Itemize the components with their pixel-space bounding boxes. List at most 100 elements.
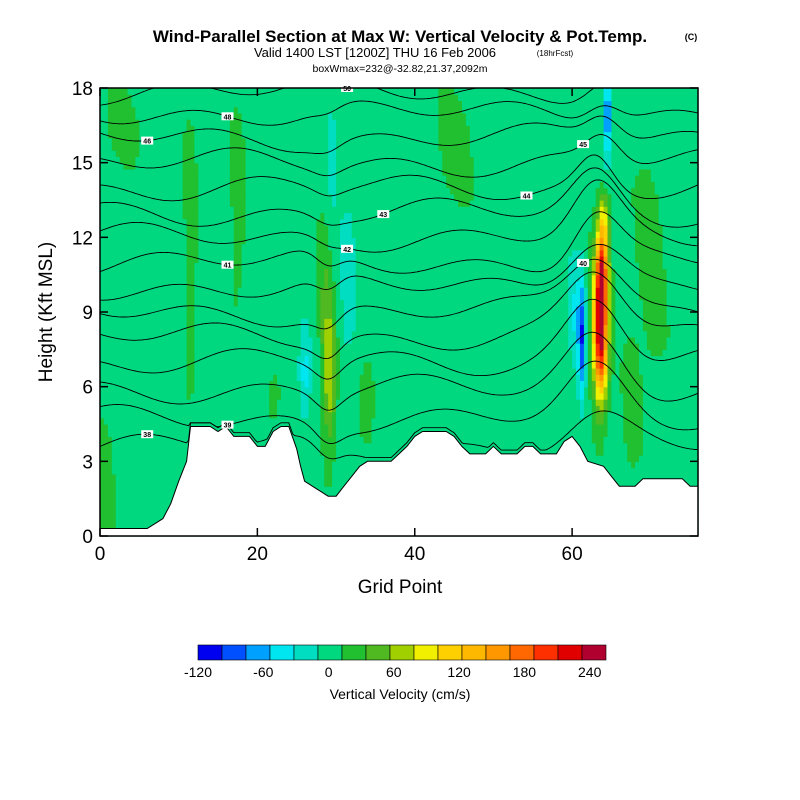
velocity-cell [127, 380, 133, 388]
velocity-cell [257, 405, 262, 413]
velocity-cell [182, 455, 188, 462]
velocity-cell [143, 448, 148, 456]
velocity-cell [206, 355, 211, 363]
velocity-cell [155, 330, 160, 338]
velocity-cell [328, 361, 333, 369]
velocity-cell [320, 392, 325, 400]
velocity-cell [552, 361, 557, 369]
velocity-cell [438, 411, 443, 419]
velocity-cell [686, 411, 691, 419]
velocity-cell [107, 455, 113, 462]
velocity-cell [139, 473, 144, 481]
velocity-cell [422, 386, 428, 394]
velocity-cell [662, 473, 668, 481]
velocity-cell [324, 473, 329, 481]
velocity-cell [556, 380, 561, 388]
velocity-cell [383, 417, 388, 425]
velocity-cell [650, 386, 656, 394]
velocity-cell [304, 417, 310, 425]
velocity-cell [548, 349, 554, 357]
velocity-cell [576, 436, 581, 444]
velocity-cell [245, 349, 251, 357]
velocity-cell [642, 442, 648, 450]
velocity-cell [572, 392, 577, 400]
velocity-cell [501, 386, 506, 394]
velocity-cell [446, 417, 451, 425]
velocity-cell [178, 436, 184, 444]
velocity-cell [517, 405, 522, 413]
velocity-cell [658, 399, 664, 406]
velocity-cell [572, 349, 577, 357]
velocity-cell [277, 374, 282, 382]
velocity-cell [670, 405, 675, 413]
velocity-cell [296, 355, 302, 363]
velocity-cell [296, 330, 302, 338]
velocity-cell [355, 411, 361, 419]
velocity-cell [454, 374, 459, 382]
velocity-cell [300, 399, 306, 406]
velocity-cell [379, 386, 384, 394]
velocity-cell [461, 436, 467, 444]
velocity-cell [166, 374, 172, 382]
velocity-cell [351, 374, 357, 382]
velocity-cell [143, 349, 148, 357]
velocity-cell [505, 343, 510, 350]
velocity-cell [186, 380, 192, 388]
velocity-cell [646, 343, 652, 350]
velocity-cell [635, 343, 640, 350]
velocity-cell [151, 436, 156, 444]
velocity-cell [198, 392, 203, 400]
velocity-cell [245, 330, 251, 338]
velocity-cell [638, 368, 644, 375]
velocity-cell [241, 336, 247, 344]
velocity-cell [280, 336, 286, 344]
velocity-cell [308, 355, 314, 363]
velocity-cell [225, 405, 231, 413]
velocity-cell [296, 343, 302, 350]
velocity-cell [587, 399, 593, 406]
velocity-cell [162, 361, 168, 369]
velocity-cell [631, 467, 636, 475]
velocity-cell [178, 411, 184, 419]
velocity-cell [402, 424, 408, 431]
velocity-cell [206, 374, 211, 382]
velocity-cell [265, 436, 270, 444]
velocity-cell [328, 486, 333, 494]
velocity-cell [170, 480, 176, 487]
velocity-cell [111, 417, 117, 425]
velocity-cell [162, 504, 168, 512]
velocity-cell [694, 467, 699, 475]
velocity-cell [304, 461, 310, 469]
velocity-cell [607, 355, 613, 363]
velocity-cell [143, 511, 148, 518]
velocity-cell [603, 355, 609, 363]
velocity-cell [292, 399, 298, 406]
velocity-cell [320, 399, 325, 406]
velocity-cell [107, 461, 113, 469]
velocity-cell [178, 368, 184, 375]
velocity-cell [603, 343, 609, 350]
velocity-cell [493, 349, 498, 357]
velocity-cell [631, 480, 636, 487]
velocity-cell [359, 380, 365, 388]
velocity-cell [442, 349, 447, 357]
velocity-cell [540, 430, 546, 438]
velocity-cell [576, 405, 581, 413]
velocity-cell [446, 405, 451, 413]
velocity-cell [221, 330, 227, 338]
velocity-cell [166, 361, 172, 369]
velocity-cell [485, 343, 491, 350]
velocity-cell [324, 430, 329, 438]
velocity-cell [288, 417, 294, 425]
velocity-cell [206, 411, 211, 419]
velocity-cell [119, 517, 125, 525]
velocity-cell [336, 436, 341, 444]
velocity-cell [162, 455, 168, 462]
velocity-cell [371, 336, 376, 344]
velocity-cell [623, 467, 628, 475]
velocity-cell [650, 430, 656, 438]
velocity-cell [461, 405, 467, 413]
velocity-cell [135, 448, 140, 456]
velocity-cell [520, 392, 526, 400]
velocity-cell [587, 349, 593, 357]
